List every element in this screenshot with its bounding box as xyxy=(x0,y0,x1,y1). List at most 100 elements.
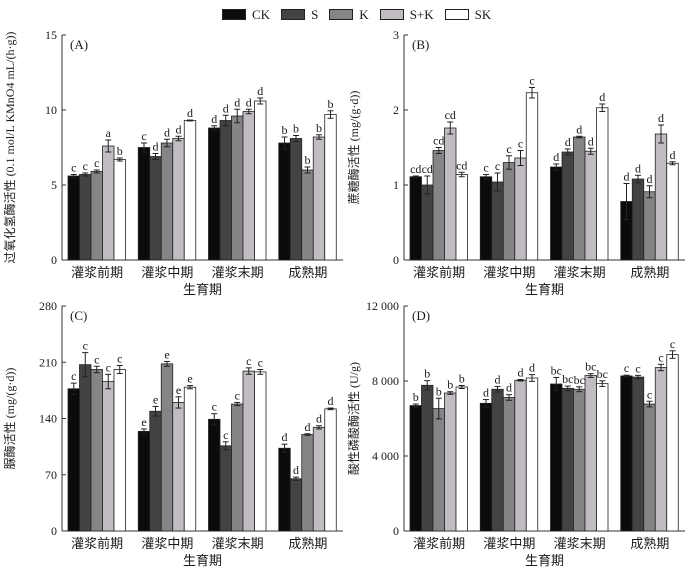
bar-s xyxy=(289,138,303,261)
significance-letter: d xyxy=(588,134,594,148)
bar-k xyxy=(301,434,314,532)
bar-k xyxy=(643,191,656,261)
x-tick-label: 成熟期 xyxy=(630,536,669,551)
bar-sk xyxy=(183,120,197,261)
significance-letter: d xyxy=(506,381,512,395)
significance-letter: d xyxy=(529,361,535,375)
bar-sk xyxy=(254,100,267,261)
x-tick-label: 灌浆前期 xyxy=(413,536,465,551)
bar-sk xyxy=(113,159,126,261)
significance-letter: d xyxy=(164,125,170,139)
bar-splusk xyxy=(654,133,668,261)
significance-letter: d xyxy=(223,101,229,115)
bar-ck xyxy=(137,147,151,261)
significance-letter: bc xyxy=(574,373,585,387)
bar-s xyxy=(79,364,92,532)
significance-letter: d xyxy=(153,140,159,154)
significance-letter: c xyxy=(670,337,675,351)
significance-letter: b xyxy=(328,97,334,111)
bar-s xyxy=(219,120,232,261)
significance-letter: a xyxy=(106,126,112,140)
y-tick-label: 0 xyxy=(393,524,399,538)
bar-ck xyxy=(208,127,221,261)
bar-k xyxy=(432,150,445,261)
bar-k xyxy=(160,142,174,261)
significance-letter: c xyxy=(71,161,76,175)
significance-letter: b xyxy=(316,121,322,135)
legend-swatch xyxy=(222,8,246,20)
x-axis-label: 生育期 xyxy=(183,553,222,568)
legend-item-s: S xyxy=(281,8,318,21)
legend-label: SK xyxy=(474,6,492,22)
significance-letter: b xyxy=(305,153,311,167)
bar-splusk xyxy=(514,379,527,532)
legend-label: K xyxy=(359,6,369,22)
significance-letter: c xyxy=(212,400,217,414)
bar-ck xyxy=(208,418,221,532)
bar-sk xyxy=(324,114,337,261)
significance-letter: c xyxy=(94,352,99,366)
significance-letter: bc xyxy=(551,363,562,377)
significance-letter: d xyxy=(647,172,653,186)
legend-label: S+K xyxy=(409,6,434,22)
significance-letter: c xyxy=(624,361,629,375)
bar-ck xyxy=(137,430,151,532)
bar-splusk xyxy=(444,392,457,532)
bar-k xyxy=(231,403,244,532)
bar-ck xyxy=(409,405,422,532)
bar-s xyxy=(561,387,574,532)
significance-letter: c xyxy=(83,159,88,173)
bar-k xyxy=(90,171,103,261)
bar-ck xyxy=(550,166,563,261)
significance-letter: c xyxy=(235,388,240,402)
significance-letter: c xyxy=(71,369,76,383)
significance-letter: cd xyxy=(433,134,444,148)
bar-splusk xyxy=(444,127,457,261)
bar-k xyxy=(573,136,586,261)
significance-letter: d xyxy=(328,394,334,408)
significance-letter: d xyxy=(176,122,182,136)
significance-letter: d xyxy=(316,412,322,426)
legend-label: CK xyxy=(252,6,271,22)
significance-letter: d xyxy=(483,386,489,400)
y-tick-label: 280 xyxy=(39,299,57,313)
bar-splusk xyxy=(584,375,597,532)
bar-splusk xyxy=(172,402,185,532)
significance-letter: c xyxy=(658,350,663,364)
x-tick-label: 灌浆末期 xyxy=(212,265,264,280)
bar-s xyxy=(491,388,504,532)
significance-letter: e xyxy=(141,415,146,429)
significance-letter: d xyxy=(246,95,252,109)
y-tick-label: 5 xyxy=(51,178,57,192)
significance-letter: d xyxy=(495,372,501,386)
significance-letter: b xyxy=(282,123,288,137)
bar-ck xyxy=(550,383,563,532)
y-tick-label: 1 xyxy=(393,178,399,192)
significance-letter: c xyxy=(223,428,228,442)
bar-k xyxy=(231,115,244,261)
panel-label: (C) xyxy=(70,308,87,323)
bar-sk xyxy=(666,162,679,261)
bar-k xyxy=(432,408,445,532)
x-axis-label: 生育期 xyxy=(525,553,564,568)
bar-s xyxy=(149,410,162,532)
x-tick-label: 灌浆中期 xyxy=(483,536,535,551)
bar-splusk xyxy=(584,150,597,261)
bar-s xyxy=(561,151,574,261)
bar-k xyxy=(90,369,103,532)
bar-k xyxy=(301,169,314,261)
bar-ck xyxy=(479,176,493,261)
x-tick-label: 成熟期 xyxy=(288,265,327,280)
significance-letter: c xyxy=(483,161,488,175)
significance-letter: c xyxy=(635,361,640,375)
significance-letter: c xyxy=(506,142,511,156)
legend-swatch xyxy=(444,8,469,20)
bar-s xyxy=(631,376,645,532)
bar-splusk xyxy=(654,367,668,532)
x-axis-label: 生育期 xyxy=(183,282,222,297)
bar-s xyxy=(631,178,645,261)
significance-letter: c xyxy=(94,156,99,170)
significance-letter: e xyxy=(153,392,158,406)
